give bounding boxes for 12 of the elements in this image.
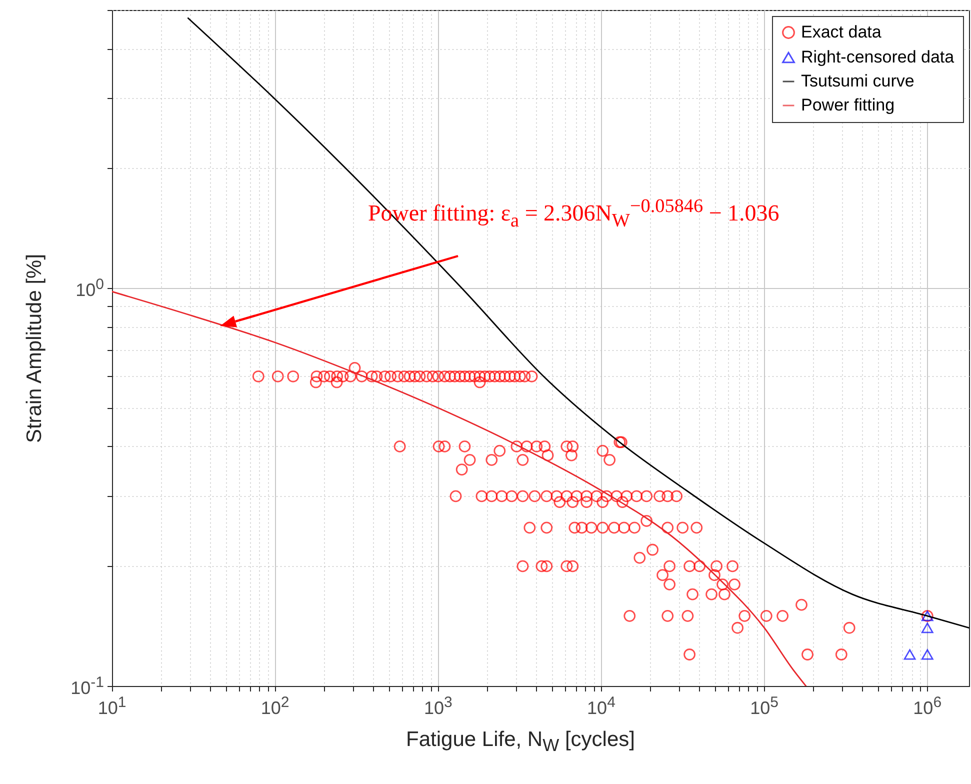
x-tick-label: 10$^{6}$ xyxy=(913,694,942,719)
x-tick-label: 10$^{2}$ xyxy=(260,694,290,719)
legend-label: Tsutsumi curve xyxy=(801,72,914,90)
y-tick-label: 10$^{0}$ xyxy=(76,276,104,301)
x-tick-label: 10$^{4}$ xyxy=(587,694,616,719)
legend-label: Right-censored data xyxy=(801,48,955,66)
x-tick-label: 10$^{3}$ xyxy=(424,694,452,719)
legend-label: Exact data xyxy=(801,22,882,42)
legend-label: Power fitting xyxy=(801,96,895,114)
x-axis-title: Fatigue Life, N$_{W}$ [cycles] xyxy=(406,728,635,756)
x-tick-label: 10$^{5}$ xyxy=(750,694,778,719)
y-axis-title: Strain Amplitude [%] xyxy=(23,254,46,444)
